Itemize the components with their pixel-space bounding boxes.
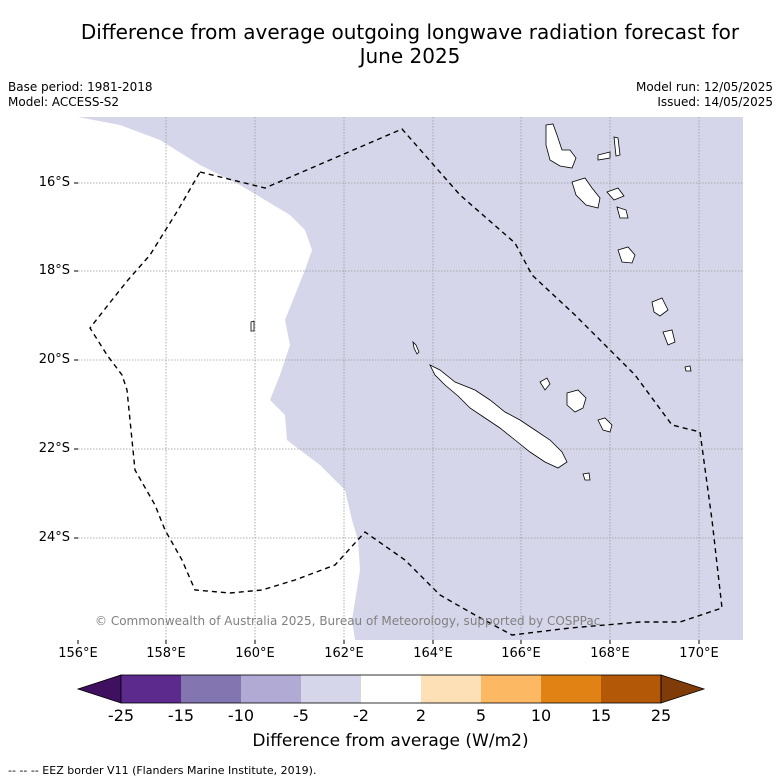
colorbar-swatch-7 <box>481 675 541 703</box>
axis-ticks <box>74 182 700 644</box>
lon-label-158e: 158°E <box>146 646 186 661</box>
coastlines <box>250 123 692 481</box>
colorbar-tick: -10 <box>227 706 255 725</box>
vanuatu-island <box>617 246 636 264</box>
colorbar-swatch-4 <box>301 675 361 703</box>
colorbar-swatch-6 <box>421 675 481 703</box>
colorbar-tick: 2 <box>415 706 427 725</box>
colorbar-title: Difference from average (W/m2) <box>252 731 529 751</box>
graticule <box>78 117 743 640</box>
colorbar-tick: -5 <box>293 706 309 725</box>
chart-title: Difference from average outgoing longwav… <box>30 20 781 68</box>
lon-label-162e: 162°E <box>324 646 364 661</box>
islet <box>662 329 676 346</box>
eez-legend: -- -- -- EEZ border V11 (Flanders Marine… <box>8 764 317 777</box>
islet <box>566 389 587 413</box>
issued-date: Issued: 14/05/2025 <box>657 95 773 109</box>
lon-label-156e: 156°E <box>58 646 98 661</box>
colorbar-swatch-9 <box>601 675 661 703</box>
colorbar-tick: -25 <box>107 706 135 725</box>
colorbar-tick: -2 <box>353 706 369 725</box>
lon-label-168e: 168°E <box>590 646 630 661</box>
islet <box>651 297 669 317</box>
islet <box>539 377 551 391</box>
colorbar-swatch-1 <box>121 675 181 703</box>
model-run: Model run: 12/05/2025 <box>635 80 773 94</box>
colorbar-extend-high <box>660 674 706 704</box>
meta-left: Base period: 1981-2018 Model: ACCESS-S2 <box>8 80 153 110</box>
colorbar-swatch-2 <box>181 675 241 703</box>
islet <box>250 320 255 332</box>
meta-right: Model run: 12/05/2025 Issued: 14/05/2025 <box>636 80 773 110</box>
title-line-1: Difference from average outgoing longwav… <box>80 20 740 44</box>
islet <box>597 417 613 433</box>
lat-label-20s: 20°S <box>38 352 70 367</box>
colorbar-extend-low <box>76 674 122 704</box>
colorbar-tick: 15 <box>590 706 612 725</box>
lat-label-16s: 16°S <box>38 175 70 190</box>
colorbar-tick: 5 <box>475 706 487 725</box>
colorbar-tick: 10 <box>530 706 552 725</box>
eez-border <box>89 128 723 636</box>
colorbar-swatch-8 <box>541 675 601 703</box>
vanuatu-island <box>545 123 577 169</box>
colorbar-tick: 25 <box>650 706 672 725</box>
lon-label-164e: 164°E <box>413 646 453 661</box>
base-period: Base period: 1981-2018 <box>8 80 153 94</box>
vanuatu-island <box>606 187 625 201</box>
title-line-2: June 2025 <box>359 44 461 68</box>
model-name: Model: ACCESS-S2 <box>8 95 120 109</box>
islet <box>684 365 692 372</box>
copyright-notice: © Commonwealth of Australia 2025, Bureau… <box>95 614 601 628</box>
vanuatu-island <box>616 206 629 219</box>
lon-label-170e: 170°E <box>679 646 719 661</box>
colorbar-swatch-5 <box>361 675 421 703</box>
anomaly-region <box>78 117 743 640</box>
islet <box>582 472 591 481</box>
vanuatu-island <box>597 151 611 161</box>
lat-label-18s: 18°S <box>38 263 70 278</box>
new-caledonia-island <box>429 364 568 469</box>
vanuatu-island <box>571 177 601 209</box>
colorbar-frame <box>120 674 662 704</box>
islet <box>412 340 420 355</box>
lat-label-22s: 22°S <box>38 441 70 456</box>
lat-label-24s: 24°S <box>38 530 70 545</box>
lon-label-160e: 160°E <box>235 646 275 661</box>
colorbar-tick: -15 <box>167 706 195 725</box>
vanuatu-island <box>613 136 621 157</box>
colorbar-swatch-3 <box>241 675 301 703</box>
lon-label-166e: 166°E <box>501 646 541 661</box>
